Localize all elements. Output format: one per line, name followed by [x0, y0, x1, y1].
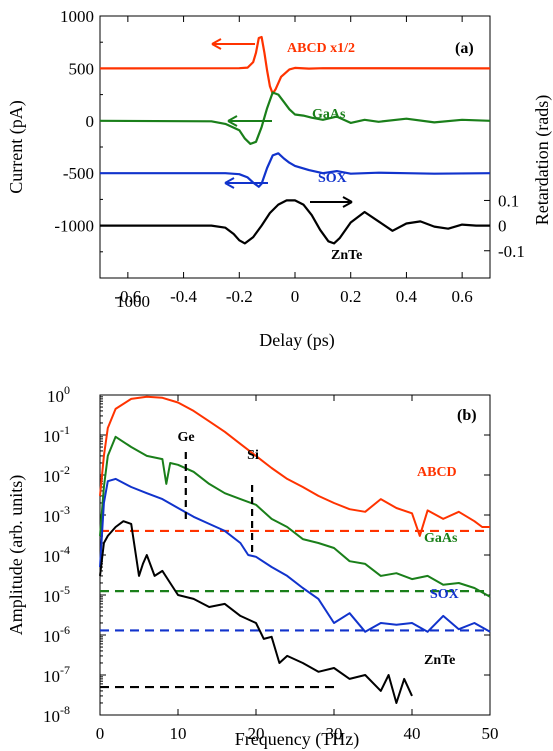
y-tick-label: 10-1 [43, 423, 70, 446]
x-tick-label: 0 [291, 287, 300, 306]
y2-axis-title-a: Retardation (rads) [532, 95, 553, 225]
series-line-sox [100, 152, 491, 188]
y-axis-title-b: Amplitude (arb. units) [6, 475, 27, 635]
x-axis-title-a: Delay (ps) [259, 330, 334, 351]
y2-tick-label: 0.1 [498, 191, 519, 210]
y-tick-label: 10-6 [43, 623, 70, 646]
series-line-sox [99, 477, 491, 633]
y-tick-label: 10-4 [43, 543, 70, 566]
y-tick-label: -1000 [54, 217, 94, 236]
series-line-gaas [99, 91, 491, 145]
y-tick-label: 1000 [116, 292, 150, 311]
panel-a: -0.6 -0.4 -0.2 0 0.2 0.4 0.6 1000 500 0 -500 -1000 0… [6, 7, 553, 351]
y-tick-exponent: -6 [60, 623, 70, 637]
panel-b: 0 10 20 30 40 50 100 10-1 10-2 10-3 10-4 10-5 10-6 10… [6, 383, 499, 750]
y-tick-label: -500 [63, 164, 94, 183]
curves-a [99, 35, 491, 245]
x-tick-label: -0.2 [226, 287, 253, 306]
y-tick-exponent: -8 [60, 703, 70, 717]
y-tick-label: 10-2 [43, 463, 70, 486]
ticks-b: 0 10 20 30 40 50 100 10-1 10-2 10-3 10-4 10-5 10-6 10… [43, 383, 499, 743]
series-label-sox-b: SOX [430, 587, 459, 602]
series-line-znte [100, 199, 490, 245]
series-label-sox: SOX [318, 171, 347, 186]
arrow-gaas [227, 115, 272, 127]
x-tick-label: 30 [326, 724, 343, 743]
noise-floors-b [100, 529, 490, 689]
y-tick-exponent: -7 [60, 663, 70, 677]
x-tick-label: -0.6 [114, 287, 141, 306]
series-label-znte-b: ZnTe [424, 653, 455, 668]
panel-label-b: (b) [457, 407, 477, 424]
y-tick-label: 10-5 [43, 583, 70, 606]
y-tick-exponent: -3 [60, 503, 70, 517]
si-label: Si [247, 448, 259, 463]
y-tick-label: 0 [86, 112, 95, 131]
y-tick-label: 100 [47, 383, 70, 406]
series-line-abcd [99, 395, 490, 537]
series-label-znte: ZnTe [331, 248, 362, 263]
y-tick-exponent: -4 [60, 543, 70, 557]
arrow-abcd [211, 38, 255, 50]
panel-label-a: (a) [455, 40, 474, 57]
y-tick-exponent: -5 [60, 583, 70, 597]
x-axis-title-b: Frequency (THz) [235, 729, 359, 750]
arrow-sox [224, 177, 268, 189]
y-tick-exponent: -2 [60, 463, 70, 477]
x-tick-label: 0 [96, 724, 105, 743]
x-tick-label: 0.4 [396, 287, 418, 306]
x-tick-label: 0.2 [340, 287, 361, 306]
series-label-abcd: ABCD x1/2 [287, 41, 355, 56]
series-line-znte [99, 520, 413, 704]
ge-label: Ge [177, 430, 194, 445]
x-tick-label: 40 [404, 724, 421, 743]
y-tick-label: 10-8 [43, 703, 70, 726]
curves-b [99, 395, 491, 704]
y-tick-label: 10-7 [43, 663, 70, 686]
ticks-a: -0.6 -0.4 -0.2 0 0.2 0.4 0.6 1000 500 0 -500 -1000 0… [54, 7, 525, 306]
series-label-gaas-b: GaAs [424, 531, 458, 546]
y-tick-label: 1000 [60, 7, 94, 26]
x-tick-label: 20 [248, 724, 265, 743]
y-tick-exponent: -1 [60, 423, 70, 437]
y2-tick-label: -0.1 [498, 242, 525, 261]
x-tick-label: -0.4 [170, 287, 197, 306]
y2-tick-label: 0 [498, 217, 507, 236]
y-axis-title-a: Current (pA) [6, 100, 27, 193]
series-line-abcd-x1-2 [99, 35, 491, 95]
x-tick-label: 10 [170, 724, 187, 743]
x-tick-label: 0.6 [452, 287, 473, 306]
series-label-abcd-b: ABCD [417, 465, 457, 480]
y-tick-label: 500 [69, 59, 95, 78]
x-tick-label: 50 [482, 724, 499, 743]
y-tick-exponent: 0 [64, 383, 70, 397]
series-label-gaas: GaAs [312, 107, 346, 122]
series-line-gaas [99, 435, 491, 598]
arrow-znte [310, 196, 353, 208]
y-tick-label: 10-3 [43, 503, 70, 526]
